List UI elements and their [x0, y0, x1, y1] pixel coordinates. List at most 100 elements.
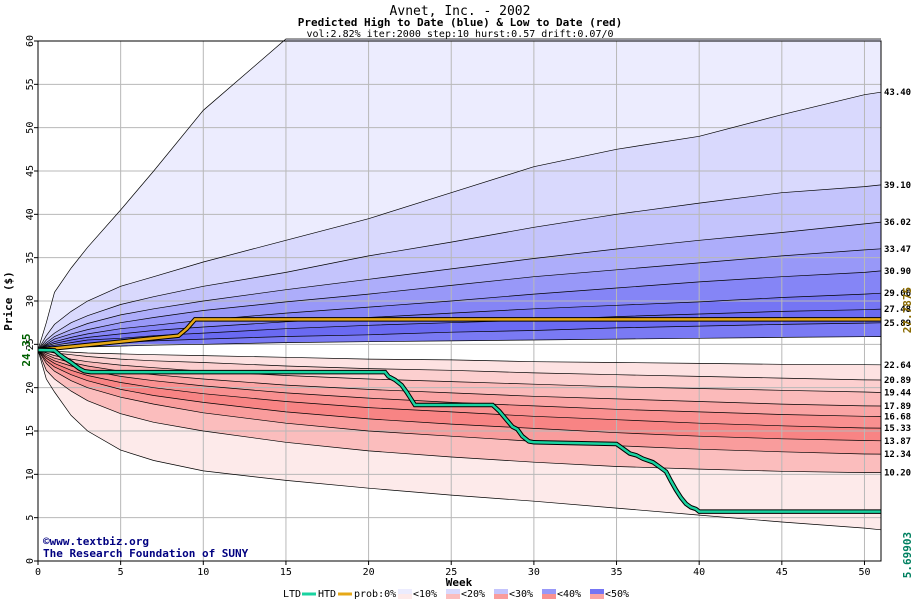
- chart-subtitle: Predicted High to Date (blue) & Low to D…: [298, 16, 623, 29]
- legend-swatch-red-4: [542, 594, 556, 599]
- x-axis-label: Week: [446, 576, 473, 589]
- y-tick-label-50: 50: [25, 122, 36, 134]
- high-boundary-8: [37, 308, 882, 351]
- ltd-end-label: 5.69903: [901, 532, 914, 578]
- low-band-1: [38, 350, 881, 380]
- x-tick-label-35: 35: [611, 567, 623, 578]
- x-tick-label-15: 15: [280, 567, 292, 578]
- x-tick-label-45: 45: [776, 567, 788, 578]
- legend-prob-label: prob:0%: [354, 589, 396, 600]
- legend-swatch-red-5: [590, 594, 604, 599]
- x-tick-label-10: 10: [197, 567, 209, 578]
- watermark-url: ©www.textbiz.org: [43, 535, 149, 548]
- path-lines: [37, 317, 881, 514]
- legend-swatch-blue-2: [446, 589, 460, 594]
- legend-swatch-red-3: [494, 594, 508, 599]
- band-end-label-2: 43.40: [884, 88, 911, 98]
- legend-swatch-red-1: [398, 594, 412, 599]
- x-tick-label-20: 20: [363, 567, 375, 578]
- band-end-label-3: 39.10: [884, 181, 911, 191]
- legend-item-label-3: <30%: [509, 589, 533, 600]
- low-band-9: [38, 350, 881, 530]
- low-band-6: [38, 350, 881, 441]
- high-boundary-3: [37, 184, 882, 351]
- legend-item-label-5: <50%: [605, 589, 629, 600]
- high-boundary-5: [37, 248, 882, 351]
- x-tick-label-0: 0: [35, 567, 41, 578]
- watermark-org: The Research Foundation of SUNY: [43, 547, 249, 560]
- low-boundary-5: [37, 349, 882, 417]
- low-boundary-10: [37, 349, 882, 531]
- legend-item-label-2: <20%: [461, 589, 485, 600]
- low-boundary-9: [37, 349, 881, 473]
- legend-item-label-4: <40%: [557, 589, 581, 600]
- band-end-label-13: 19.44: [884, 389, 912, 399]
- low-band-8: [38, 350, 881, 473]
- band-end-label-4: 36.02: [884, 218, 911, 228]
- y-tick-label-55: 55: [25, 78, 36, 90]
- legend-swatch-blue-3: [494, 589, 508, 594]
- band-end-label-8: 27.48: [884, 305, 911, 315]
- high-boundary-6: [37, 270, 882, 351]
- legend-swatch-red-2: [446, 594, 460, 599]
- low-band-3: [38, 350, 881, 406]
- ltd-line: [37, 348, 881, 513]
- legend-item-label-1: <10%: [413, 589, 437, 600]
- band-end-label-12: 20.89: [884, 376, 911, 386]
- x-tick-label-40: 40: [693, 567, 705, 578]
- band-end-label-5: 33.47: [884, 245, 911, 255]
- legend: LTD HTD prob:0% <10% <20% <30% <40% <50%: [283, 589, 629, 600]
- high-boundary-1: [37, 38, 881, 351]
- legend-swatch-blue-1: [398, 589, 412, 594]
- y-tick-label-0: 0: [25, 558, 36, 564]
- high-band-5: [38, 248, 881, 350]
- band-end-label-18: 12.34: [884, 450, 912, 460]
- band-end-label-14: 17.89: [884, 402, 911, 412]
- legend-prob-items: <10% <20% <30% <40% <50%: [398, 589, 629, 600]
- high-band-6: [38, 270, 881, 350]
- y-tick-label-35: 35: [25, 252, 36, 264]
- band-end-label-19: 10.20: [884, 469, 911, 479]
- low-boundary-8: [37, 349, 882, 455]
- chart-params: vol:2.82% iter:2000 step:10 hurst:0.57 d…: [306, 29, 613, 40]
- start-price-label: 24.35: [20, 333, 33, 366]
- y-tick-label-25: 25: [25, 338, 36, 350]
- low-boundary-2: [37, 349, 882, 381]
- band-end-label-7: 29.06: [884, 289, 911, 299]
- legend-swatch-blue-5: [590, 589, 604, 594]
- high-boundary-4: [37, 221, 882, 351]
- low-band-4: [38, 350, 881, 417]
- low-boundary-1: [37, 349, 882, 366]
- legend-swatch-blue-4: [542, 589, 556, 594]
- legend-ltd-label: LTD: [283, 589, 301, 600]
- y-tick-label-20: 20: [25, 382, 36, 394]
- low-boundary-6: [37, 349, 882, 429]
- low-boundary-7: [37, 349, 882, 442]
- low-band-2: [38, 350, 881, 393]
- x-tick-label-50: 50: [858, 567, 870, 578]
- chart-title: Avnet, Inc. - 2002: [390, 4, 531, 19]
- axis-ticks: 0 5 10 15 20 25 30 35 40 45 50 0 5 10 15 20 25 30 35 40 45 50…: [25, 35, 870, 578]
- x-tick-label-5: 5: [118, 567, 124, 578]
- y-tick-label-5: 5: [25, 515, 36, 521]
- htd-end-label: 27.7875: [901, 287, 914, 333]
- band-end-label-11: 22.64: [884, 361, 912, 371]
- high-band-2: [38, 92, 881, 350]
- y-axis-label: Price ($): [2, 271, 15, 331]
- htd-line: [37, 318, 881, 352]
- high-band-1: [38, 39, 881, 350]
- band-end-label-6: 30.90: [884, 267, 911, 277]
- band-end-label-17: 13.87: [884, 437, 911, 447]
- x-tick-label-30: 30: [528, 567, 540, 578]
- high-band-3: [38, 184, 881, 350]
- legend-htd-label: HTD: [318, 589, 336, 600]
- y-tick-label-15: 15: [25, 425, 36, 437]
- low-band-5: [38, 350, 881, 429]
- high-boundary-7: [37, 292, 882, 351]
- band-end-label-16: 15.33: [884, 424, 911, 434]
- y-tick-label-60: 60: [25, 35, 36, 47]
- low-band-7: [38, 350, 881, 455]
- band-end-labels: 54.0943.4039.1036.0233.4730.9029.0627.48…: [884, 88, 912, 479]
- y-tick-label-10: 10: [25, 468, 36, 480]
